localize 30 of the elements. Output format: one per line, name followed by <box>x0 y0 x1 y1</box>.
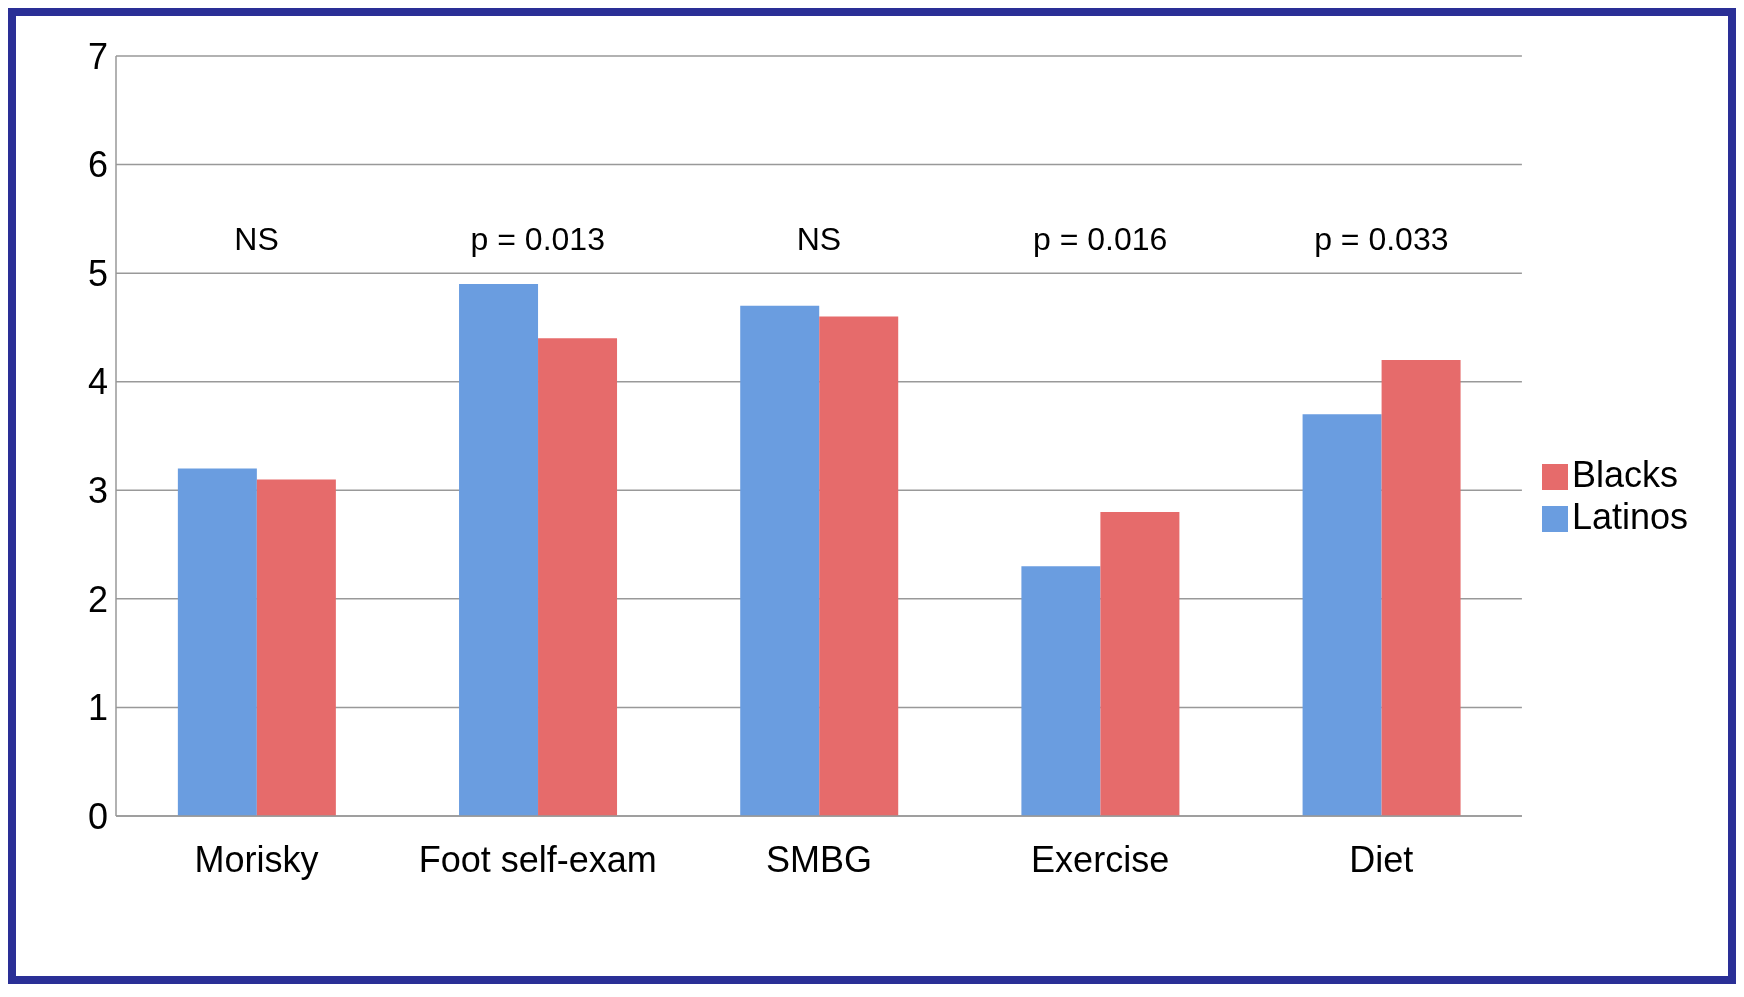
y-tick-label: 0 <box>87 795 108 837</box>
bar <box>1021 566 1101 816</box>
y-tick-label: 5 <box>87 252 108 294</box>
annotation: p = 0.016 <box>1032 220 1168 257</box>
y-tick-label: 4 <box>87 361 108 403</box>
annotation: NS <box>234 220 279 257</box>
bar <box>538 338 618 816</box>
x-tick-label: Foot self-exam <box>418 838 657 880</box>
y-tick-label: 2 <box>87 578 108 620</box>
bar <box>177 468 257 816</box>
bar <box>740 305 820 816</box>
x-tick-label: Morisky <box>194 838 319 880</box>
bar <box>1381 360 1461 816</box>
y-tick-label: 3 <box>87 470 108 512</box>
legend-label: Blacks <box>1571 454 1678 495</box>
annotation: NS <box>796 220 842 257</box>
y-tick-label: 7 <box>87 35 108 77</box>
y-tick-label: 1 <box>87 687 108 729</box>
bar <box>256 479 336 816</box>
annotation: p = 0.033 <box>1314 220 1449 257</box>
bar <box>459 284 539 816</box>
legend-label: Latinos <box>1571 496 1688 537</box>
bar <box>1100 512 1180 816</box>
x-tick-label: Exercise <box>1031 838 1170 880</box>
y-tick-label: 6 <box>87 144 108 186</box>
x-tick-label: SMBG <box>765 838 872 880</box>
annotation: p = 0.013 <box>470 220 605 257</box>
bar <box>1302 414 1382 816</box>
x-tick-label: Diet <box>1349 838 1414 880</box>
bar <box>819 316 899 816</box>
